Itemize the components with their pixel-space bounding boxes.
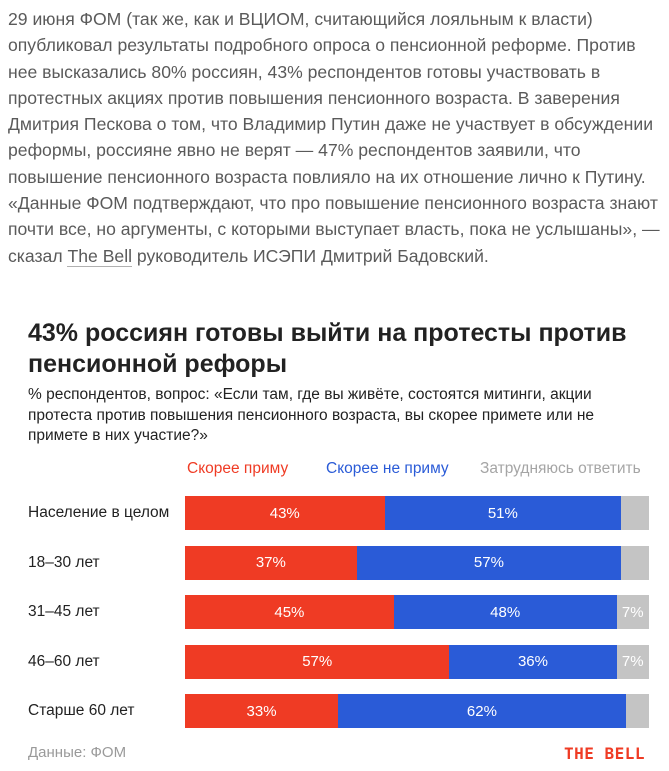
bar-segment-decline: 57% bbox=[356, 545, 622, 580]
data-label: 57% bbox=[473, 554, 504, 571]
bar-segment-undecided: 7% bbox=[616, 595, 649, 629]
article-paragraph: 29 июня ФОМ (так же, как и ВЦИОМ, считаю… bbox=[8, 6, 668, 269]
chart-subtitle: % респондентов, вопрос: «Если там, где в… bbox=[28, 386, 595, 444]
category-label: Население в целом bbox=[28, 504, 170, 521]
chart: 43% россиян готовы выйти на протесты про… bbox=[0, 312, 669, 771]
bar-row: 43% 51% bbox=[185, 496, 649, 530]
data-label: 45% bbox=[274, 603, 305, 621]
data-label: 57% bbox=[302, 653, 333, 670]
category-label: Старше 60 лет bbox=[28, 702, 135, 719]
bar-segment-decline: 51% bbox=[384, 496, 622, 530]
data-label: 7% bbox=[621, 603, 644, 621]
category-label: 31–45 лет bbox=[28, 603, 100, 620]
data-source: Данные: ФОМ bbox=[28, 744, 127, 761]
bar-segment-decline: 62% bbox=[338, 694, 626, 728]
legend-undecided: Затрудняюсь ответить bbox=[480, 460, 641, 477]
bar-segment-decline: 36% bbox=[449, 644, 617, 679]
bar-segment-accept: 37% bbox=[185, 545, 357, 580]
the-bell-logo: THE BELL bbox=[563, 744, 645, 763]
data-label: 48% bbox=[490, 603, 521, 621]
bar-segment-undecided bbox=[625, 694, 649, 728]
category-label: 46–60 лет bbox=[28, 652, 100, 670]
data-label: 7% bbox=[621, 653, 644, 670]
category-label: 18–30 лет bbox=[28, 553, 100, 571]
bar-row: 37% 57% bbox=[185, 545, 649, 580]
bar-segment-undecided bbox=[621, 545, 649, 580]
data-label: 37% bbox=[255, 554, 286, 571]
legend-accept: Скорее приму bbox=[187, 460, 289, 477]
data-label: 51% bbox=[487, 504, 518, 522]
article-text-end: руководитель ИСЭПИ Дмитрий Бадовский. bbox=[136, 245, 489, 266]
bar-row: 33% 62% bbox=[185, 694, 649, 728]
source-link[interactable]: The Bell bbox=[67, 245, 133, 267]
data-label: 43% bbox=[269, 504, 300, 522]
bar-row: 57% 36% 7% bbox=[185, 644, 649, 679]
data-label: 33% bbox=[246, 702, 277, 720]
bar-segment-undecided bbox=[621, 496, 649, 530]
bar-segment-accept: 45% bbox=[185, 595, 394, 629]
data-label: 36% bbox=[517, 653, 548, 670]
bar-segment-decline: 48% bbox=[393, 595, 617, 629]
bar-segment-accept: 57% bbox=[185, 644, 450, 679]
data-label: 62% bbox=[466, 702, 497, 720]
bar-row: 45% 48% 7% bbox=[185, 595, 649, 629]
bar-segment-accept: 43% bbox=[185, 496, 385, 530]
chart-title: 43% россиян готовы выйти на протесты про… bbox=[28, 319, 627, 378]
bar-segment-undecided: 7% bbox=[616, 644, 649, 679]
legend-decline: Скорее не приму bbox=[326, 460, 449, 477]
bar-segment-accept: 33% bbox=[185, 694, 339, 728]
article-text: 29 июня ФОМ (так же, как и ВЦИОМ, считаю… bbox=[8, 9, 660, 266]
